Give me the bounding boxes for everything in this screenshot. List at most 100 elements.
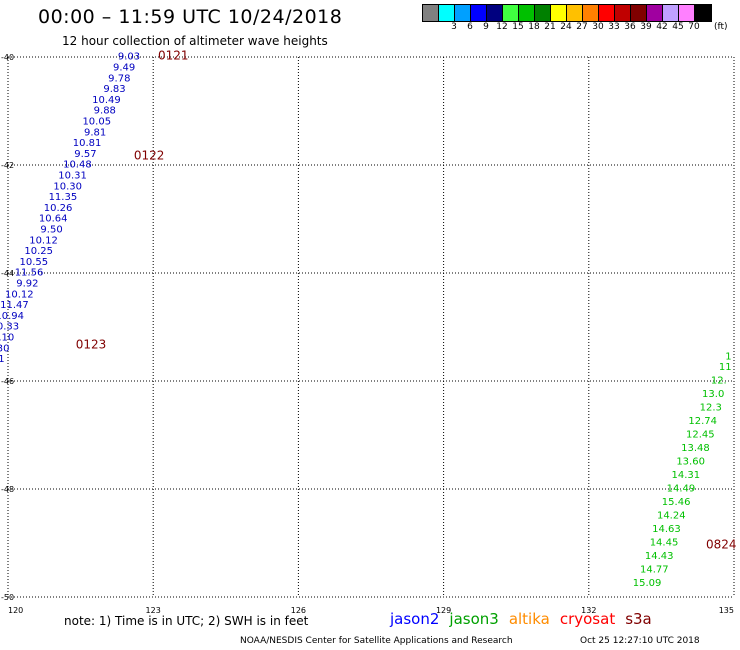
longitude-tick-label: 129 xyxy=(436,606,451,615)
swh-value-jason2: 9.92 xyxy=(16,279,38,290)
swh-value-jason2: 10.55 xyxy=(20,257,49,268)
generation-timestamp: Oct 25 12:27:10 UTC 2018 xyxy=(580,636,700,646)
swh-value-jason2: 9.81 xyxy=(84,127,106,138)
color-scale-label: 15 xyxy=(512,22,524,32)
latitude-tick-label: -44 xyxy=(1,269,14,278)
latitude-tick-label: -50 xyxy=(1,593,14,602)
swh-value-jason2: 10.94 xyxy=(0,311,24,322)
swh-value-jason2: 10.12 xyxy=(29,235,58,246)
swh-value-jason3: 12. xyxy=(711,376,727,387)
latitude-tick-label: -40 xyxy=(1,53,14,62)
color-swatch xyxy=(679,5,695,21)
swh-observations: 9.039.499.789.8310.499.8810.059.8110.819… xyxy=(0,52,732,590)
swh-value-jason3: 14.24 xyxy=(657,511,686,522)
swh-value-jason3: 14.45 xyxy=(650,538,679,549)
swh-value-jason2: 9.88 xyxy=(94,106,116,117)
color-scale-label: 36 xyxy=(624,22,636,32)
color-scale-label: 27 xyxy=(576,22,588,32)
longitude-tick-label: 123 xyxy=(146,606,161,615)
latitude-tick-label: -42 xyxy=(1,161,14,170)
latitude-tick-label: -46 xyxy=(1,377,14,386)
color-scale-label: 45 xyxy=(672,22,684,32)
swh-value-jason2: 10.81 xyxy=(73,138,102,149)
swh-value-jason3: 14.77 xyxy=(640,565,669,576)
pass-time-label: 0122 xyxy=(134,149,165,163)
color-swatch xyxy=(423,5,439,21)
swh-value-jason3: 1 xyxy=(725,351,731,362)
color-scale-label: 70 xyxy=(688,22,700,32)
swh-value-jason2: 9.03 xyxy=(118,52,140,63)
color-scale-unit: (ft) xyxy=(714,22,728,32)
swh-value-jason2: 10.26 xyxy=(44,203,73,214)
swh-value-jason2: 10.12 xyxy=(5,289,34,300)
color-scale-label: 24 xyxy=(560,22,572,32)
swh-value-jason3: 14.49 xyxy=(667,484,696,495)
swh-value-jason2: 10.61 xyxy=(0,354,5,365)
swh-value-jason3: 14.63 xyxy=(652,524,681,535)
swh-value-jason2: 10.25 xyxy=(24,246,53,257)
swh-value-jason3: 14.43 xyxy=(645,551,674,562)
map-subtitle: 12 hour collection of altimeter wave hei… xyxy=(62,34,328,48)
longitude-tick-label: 135 xyxy=(719,606,734,615)
pass-time-label: 0121 xyxy=(158,49,189,63)
latitude-tick-label: -48 xyxy=(1,485,14,494)
swh-value-jason2: 10.49 xyxy=(92,95,121,106)
swh-value-jason3: 13.0 xyxy=(702,389,724,400)
footer-note: note: 1) Time is in UTC; 2) SWH is in fe… xyxy=(64,614,309,628)
color-scale-label: 21 xyxy=(544,22,556,32)
color-swatch xyxy=(455,5,471,21)
swh-value-jason2: 11.35 xyxy=(49,192,78,203)
color-swatch xyxy=(535,5,551,21)
color-scale-label: 18 xyxy=(528,22,540,32)
swh-value-jason2: 11.56 xyxy=(15,268,44,279)
swh-value-jason2: 10.30 xyxy=(53,181,82,192)
credit-text: NOAA/NESDIS Center for Satellite Applica… xyxy=(240,636,513,646)
color-scale-label: 30 xyxy=(592,22,604,32)
color-scale-bar xyxy=(422,4,712,22)
swh-value-jason2: 9.78 xyxy=(108,73,130,84)
longitude-tick-label: 132 xyxy=(581,606,596,615)
color-swatch xyxy=(439,5,455,21)
color-swatch xyxy=(471,5,487,21)
swh-value-jason3: 12.3 xyxy=(700,403,722,414)
map-grid xyxy=(7,56,735,598)
swh-value-jason2: 10.05 xyxy=(82,117,111,128)
color-swatch xyxy=(599,5,615,21)
swh-value-jason3: 15.09 xyxy=(633,578,662,589)
longitude-tick-label: 126 xyxy=(291,606,306,615)
swh-value-jason3: 11 xyxy=(719,362,732,373)
pass-time-label: 0824 xyxy=(706,537,737,551)
legend-jason3: jason3 xyxy=(449,610,499,628)
color-swatch xyxy=(519,5,535,21)
color-scale-label: 33 xyxy=(608,22,620,32)
color-swatch xyxy=(487,5,503,21)
swh-value-jason3: 13.60 xyxy=(676,457,705,468)
swh-value-jason2: 11.10 xyxy=(0,333,14,344)
legend-jason2: jason2 xyxy=(390,610,440,628)
color-scale-label: 12 xyxy=(496,22,508,32)
color-scale-label: 9 xyxy=(483,22,489,32)
color-swatch xyxy=(583,5,599,21)
swh-value-jason3: 15.46 xyxy=(662,497,691,508)
color-scale-label: 42 xyxy=(656,22,668,32)
color-swatch xyxy=(567,5,583,21)
swh-value-jason2: 10.31 xyxy=(58,171,87,182)
color-swatch xyxy=(615,5,631,21)
satellite-legend: jason2 jason3 altika cryosat s3a xyxy=(390,610,662,628)
color-swatch xyxy=(663,5,679,21)
swh-value-jason3: 14.31 xyxy=(671,470,700,481)
color-swatch xyxy=(551,5,567,21)
color-swatch xyxy=(647,5,663,21)
swh-value-jason2: 10.48 xyxy=(63,160,92,171)
swh-value-jason2: 10.30 xyxy=(0,343,9,354)
legend-cryosat: cryosat xyxy=(559,610,616,628)
legend-altika: altika xyxy=(508,610,550,628)
swh-value-jason2: 10.64 xyxy=(39,214,68,225)
color-swatch xyxy=(503,5,519,21)
longitude-tick-label: 120 xyxy=(8,606,23,615)
map-title: 00:00 – 11:59 UTC 10/24/2018 xyxy=(38,6,343,28)
swh-value-jason3: 13.48 xyxy=(681,443,710,454)
swh-value-jason2: 10.33 xyxy=(0,322,19,333)
color-swatch xyxy=(631,5,647,21)
swh-value-jason2: 9.83 xyxy=(103,84,125,95)
